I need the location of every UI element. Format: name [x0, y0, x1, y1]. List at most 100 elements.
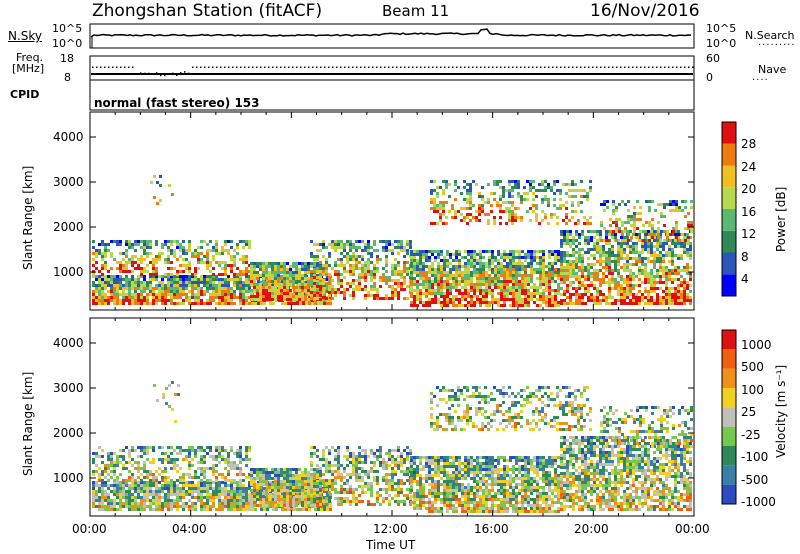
heatmap-cell — [382, 273, 385, 276]
heatmap-cell — [230, 270, 233, 273]
heatmap-cell — [461, 265, 464, 268]
heatmap-cell — [292, 280, 295, 283]
heatmap-cell — [143, 258, 146, 261]
heatmap-cell — [542, 265, 545, 268]
heatmap-cell — [277, 295, 280, 298]
heatmap-cell — [437, 274, 440, 277]
heatmap-cell — [644, 239, 647, 242]
heatmap-cell — [608, 287, 611, 290]
heatmap-cell — [518, 250, 521, 253]
heatmap-cell — [323, 296, 326, 299]
heatmap-cell — [182, 258, 185, 261]
heatmap-cell — [659, 233, 662, 236]
heatmap-cell — [322, 246, 325, 249]
heatmap-cell — [95, 284, 98, 287]
heatmap-cell — [310, 294, 313, 297]
heatmap-cell — [545, 274, 548, 277]
heatmap-cell — [636, 218, 639, 221]
heatmap-cell — [581, 263, 584, 266]
heatmap-cell — [161, 502, 164, 505]
heatmap-cell — [527, 280, 530, 283]
nave-dot — [380, 66, 382, 68]
heatmap-cell — [331, 246, 334, 249]
heatmap-cell — [176, 496, 179, 499]
heatmap-cell — [481, 186, 484, 189]
heatmap-cell — [479, 262, 482, 265]
heatmap-cell — [614, 257, 617, 260]
heatmap-cell — [164, 284, 167, 287]
heatmap-cell — [197, 302, 200, 305]
heatmap-cell — [146, 473, 149, 476]
heatmap-cell — [92, 493, 95, 496]
heatmap-cell — [128, 258, 131, 261]
nave-dot — [600, 66, 602, 68]
heatmap-cell — [119, 278, 122, 281]
heatmap-cell — [668, 272, 671, 275]
heatmap-cell — [666, 230, 669, 233]
heatmap-cell — [185, 449, 188, 452]
heatmap-cell — [352, 279, 355, 282]
heatmap-cell — [577, 222, 580, 225]
heatmap-cell — [224, 302, 227, 305]
heatmap-cell — [470, 289, 473, 292]
heatmap-cell — [122, 487, 125, 490]
heatmap-cell — [599, 278, 602, 281]
heatmap-cell — [674, 302, 677, 305]
heatmap-cell — [433, 222, 436, 225]
heatmap-cell — [316, 265, 319, 268]
nave-dot — [688, 66, 690, 68]
heatmap-cell — [131, 243, 134, 246]
heatmap-cell — [248, 302, 251, 305]
heatmap-cell — [611, 302, 614, 305]
heatmap-cell — [662, 254, 665, 257]
heatmap-cell — [119, 502, 122, 505]
nave-dot — [244, 66, 246, 68]
heatmap-cell — [659, 236, 662, 239]
heatmap-cell — [298, 271, 301, 274]
heatmap-cell — [161, 275, 164, 278]
nave-dot — [232, 66, 234, 68]
heatmap-cell — [245, 464, 248, 467]
heatmap-cell — [620, 293, 623, 296]
heatmap-cell — [329, 502, 332, 505]
nave-dot — [680, 66, 682, 68]
heatmap-cell — [671, 233, 674, 236]
heatmap-cell — [224, 484, 227, 487]
heatmap-cell — [499, 210, 502, 213]
heatmap-cell — [512, 265, 515, 268]
heatmap-cell — [469, 204, 472, 207]
heatmap-cell — [689, 266, 692, 269]
heatmap-cell — [400, 276, 403, 279]
heatmap-cell — [641, 251, 644, 254]
heatmap-cell — [497, 283, 500, 286]
heatmap-cell — [572, 281, 575, 284]
heatmap-cell — [239, 470, 242, 473]
heatmap-cell — [565, 183, 568, 186]
heatmap-cell — [179, 249, 182, 252]
heatmap-cell — [524, 256, 527, 259]
heatmap-cell — [509, 271, 512, 274]
heatmap-cell — [596, 290, 599, 293]
heatmap-cell — [678, 209, 681, 212]
heatmap-cell — [233, 452, 236, 455]
heatmap-cell — [340, 261, 343, 264]
heatmap-cell — [221, 249, 224, 252]
heatmap-cell — [242, 496, 245, 499]
heatmap-cell — [641, 245, 644, 248]
heatmap-cell — [185, 252, 188, 255]
heatmap-cell — [182, 290, 185, 293]
heatmap-cell — [500, 271, 503, 274]
heatmap-cell — [155, 470, 158, 473]
heatmap-cell — [158, 275, 161, 278]
heatmap-cell — [488, 286, 491, 289]
heatmap-cell — [373, 285, 376, 288]
heatmap-cell — [328, 276, 331, 279]
heatmap-cell — [259, 289, 262, 292]
heatmap-cell — [587, 278, 590, 281]
heatmap-cell — [209, 287, 212, 290]
heatmap-cell — [647, 245, 650, 248]
heatmap-cell — [674, 254, 677, 257]
heatmap-cell — [122, 481, 125, 484]
nave-dot — [672, 66, 674, 68]
heatmap-cell — [494, 259, 497, 262]
